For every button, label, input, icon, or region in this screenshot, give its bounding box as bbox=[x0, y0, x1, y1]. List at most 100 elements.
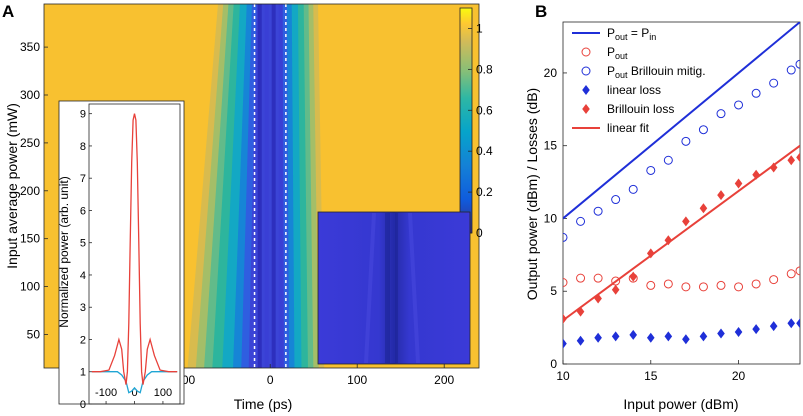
heatmap-stripe-2 bbox=[271, 4, 276, 368]
inset-ytick-label: 3 bbox=[80, 302, 86, 314]
heatmap-stripe-0 bbox=[257, 4, 262, 368]
series-2-point bbox=[593, 206, 603, 216]
series-3-point bbox=[734, 326, 743, 337]
series-2-point bbox=[786, 65, 796, 75]
panel-b-ytick-label: 5 bbox=[550, 284, 557, 298]
panel-a-xtick-label: 100 bbox=[347, 373, 367, 387]
panel-b-y-label: Output power (dBm) / Losses (dB) bbox=[524, 88, 540, 300]
series-1-point bbox=[734, 282, 744, 292]
series-2-point bbox=[716, 109, 726, 119]
inset-axes: -100 0 100 0 1 2 3 4 5 6 7 8 9 bbox=[80, 103, 181, 411]
series-3-point bbox=[576, 335, 585, 346]
legend-entry-label: Brillouin loss bbox=[607, 102, 674, 116]
series-3-point bbox=[682, 334, 690, 345]
series-3-point bbox=[594, 332, 602, 343]
series-3-point bbox=[646, 332, 655, 343]
series-4-point bbox=[787, 155, 796, 166]
series-1-point bbox=[563, 278, 568, 288]
series-2-point bbox=[563, 232, 568, 242]
panel-b-xtick-label: 10 bbox=[556, 369, 570, 383]
panel-a-frame bbox=[43, 3, 480, 369]
series-2-point bbox=[576, 216, 586, 226]
series-4-point bbox=[664, 235, 673, 246]
legend-entry-label: Pout bbox=[607, 45, 628, 61]
inset-xtick-label: 0 bbox=[131, 387, 137, 399]
panel-a-ytick-label: 350 bbox=[20, 40, 40, 54]
colorbar bbox=[459, 7, 473, 234]
inset-xtick-label: -100 bbox=[95, 387, 117, 399]
series-1-point bbox=[576, 273, 586, 283]
series-2-point bbox=[751, 88, 761, 98]
inset-xtick-label: 100 bbox=[154, 387, 172, 399]
series-1-point bbox=[795, 266, 800, 276]
series-1-point bbox=[681, 282, 691, 292]
colorbar-tick-label: 0.6 bbox=[476, 103, 493, 117]
colorbar-ticks: 0 0.2 0.4 0.6 0.8 1 bbox=[468, 21, 493, 240]
panel-b-axes: 10 15 20 0 5 10 15 20 bbox=[544, 66, 746, 383]
series-line-5 bbox=[563, 144, 800, 322]
inset-ytick-label: 1 bbox=[80, 367, 86, 379]
series-2-point bbox=[698, 125, 708, 135]
colorbar-tick-label: 0 bbox=[476, 226, 483, 240]
inset-ytick-label: 2 bbox=[80, 334, 86, 346]
series-4-point bbox=[576, 306, 585, 317]
series-3-point bbox=[699, 331, 708, 342]
colorbar-tick-label: 0.2 bbox=[476, 185, 493, 199]
series-2-point bbox=[611, 195, 621, 205]
panel-a-ytick-label: 50 bbox=[27, 327, 41, 341]
heatmap-stripe-3 bbox=[278, 4, 283, 368]
series-3-point bbox=[629, 329, 638, 340]
series-4-point bbox=[682, 216, 690, 227]
series-1-point bbox=[751, 279, 761, 289]
inset-ytick-label: 7 bbox=[80, 173, 86, 185]
inset-series-line bbox=[91, 371, 178, 394]
panel-a-ytick-label: 100 bbox=[20, 280, 40, 294]
panel-a-ytick-label: 250 bbox=[20, 136, 40, 150]
inset-ytick-label: 8 bbox=[80, 141, 86, 153]
series-1-point bbox=[716, 280, 726, 290]
series-1-point bbox=[663, 279, 673, 289]
series-4-point bbox=[769, 162, 778, 173]
heatmap-bands bbox=[187, 4, 325, 368]
series-3-point bbox=[787, 318, 796, 329]
colorbar-tick-label: 1 bbox=[476, 21, 483, 35]
series-1-point bbox=[769, 275, 779, 285]
series-4-point bbox=[734, 178, 743, 189]
legend-marker-symbol bbox=[581, 66, 591, 76]
heatmap-stripe-1 bbox=[264, 4, 269, 368]
panel-b-xtick-label: 20 bbox=[732, 369, 746, 383]
inset-ytick-label: 0 bbox=[80, 399, 86, 411]
series-1-point bbox=[698, 282, 708, 292]
panel-b-x-label: Input power (dBm) bbox=[623, 396, 738, 412]
series-3-point bbox=[796, 318, 800, 329]
panel-b-ytick-label: 15 bbox=[544, 139, 558, 153]
series-3-point bbox=[664, 331, 673, 342]
panel-b-marks bbox=[563, 22, 800, 349]
panel-a-y-label: Input average power (mW) bbox=[4, 103, 20, 269]
inset-ytick-label: 4 bbox=[80, 270, 86, 282]
panel-a-xtick-label: 200 bbox=[434, 373, 454, 387]
inset-ytick-label: 9 bbox=[80, 109, 86, 121]
series-1-point bbox=[646, 280, 656, 290]
series-3-point bbox=[611, 331, 620, 342]
inset-y-label: Normalized power (arb. unit) bbox=[57, 176, 71, 327]
panel-a: A -200-100010020050100150200250300350 Ti… bbox=[2, 2, 493, 412]
series-2-point bbox=[769, 78, 779, 88]
series-3-point bbox=[769, 321, 778, 332]
series-1-point bbox=[593, 273, 603, 283]
panel-a-x-label: Time (ps) bbox=[234, 396, 293, 412]
series-4-point bbox=[717, 190, 725, 201]
legend-marker-symbol bbox=[582, 104, 590, 114]
panel-b-frame bbox=[562, 21, 801, 365]
panel-b: B 10 15 20 0 5 10 15 20 Input power (dBm) Outpu… bbox=[524, 2, 801, 412]
series-2-point bbox=[628, 184, 638, 194]
series-2-point bbox=[663, 155, 673, 165]
inset-ytick-label: 6 bbox=[80, 205, 86, 217]
series-2-point bbox=[681, 136, 691, 146]
panel-a-xtick-label: 0 bbox=[267, 373, 274, 387]
panel-b-ytick-label: 20 bbox=[544, 66, 558, 80]
legend-entry-label: linear fit bbox=[607, 121, 650, 135]
panel-a-label: A bbox=[2, 2, 14, 21]
colorbar-tick-label: 0.4 bbox=[476, 144, 493, 158]
legend-entry-label: Pout Brillouin mitig. bbox=[607, 64, 706, 80]
